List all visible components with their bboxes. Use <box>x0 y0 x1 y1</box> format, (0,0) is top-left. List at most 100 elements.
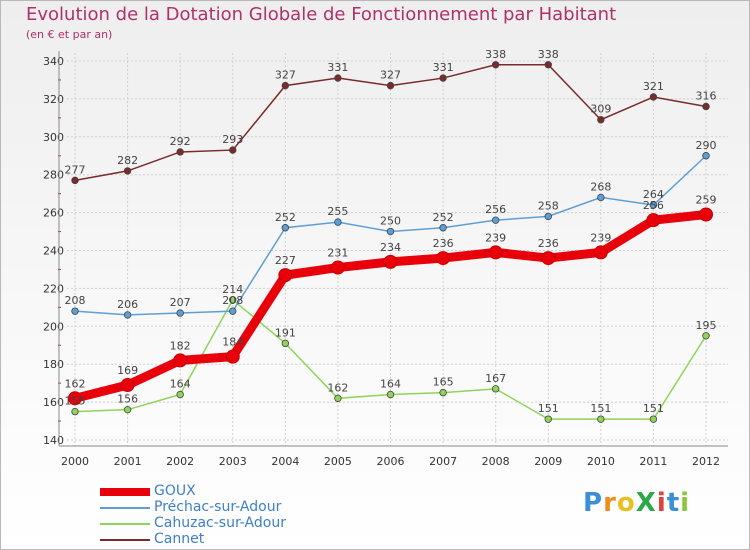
data-label: 151 <box>590 402 611 415</box>
data-label: 167 <box>485 372 506 385</box>
data-label: 259 <box>696 193 717 206</box>
data-label: 338 <box>538 48 559 61</box>
data-label: 162 <box>65 377 86 390</box>
data-point <box>281 339 290 348</box>
x-tick-label: 2004 <box>271 455 299 468</box>
data-label: 250 <box>380 215 401 228</box>
data-label: 252 <box>275 211 296 224</box>
data-label: 182 <box>170 339 191 352</box>
data-label: 255 <box>327 205 348 218</box>
data-label: 236 <box>433 237 454 250</box>
data-label: 331 <box>433 61 454 74</box>
data-label: 239 <box>485 231 506 244</box>
data-point <box>646 213 661 228</box>
data-label: 227 <box>275 254 296 267</box>
data-point <box>176 309 184 317</box>
data-label: 164 <box>170 378 191 391</box>
data-label: 191 <box>275 326 296 339</box>
data-point <box>386 390 395 399</box>
series-layer <box>68 61 713 423</box>
grid <box>67 53 728 446</box>
line-chart: 140 160 180 200 220 240 260 280 300 320 340 2000 200… <box>43 48 728 468</box>
data-label: 214 <box>222 283 243 296</box>
x-tick-label: 2000 <box>61 455 89 468</box>
data-point <box>702 102 710 111</box>
data-point <box>334 74 342 82</box>
data-point <box>281 224 290 232</box>
chart-title: Evolution de la Dotation Globale de Fonc… <box>26 4 617 25</box>
x-tick-label: 2008 <box>482 455 510 468</box>
proxiti-logo: ProXiti <box>583 488 690 518</box>
data-label: 256 <box>643 199 664 212</box>
x-tick-label: 2011 <box>639 455 667 468</box>
x-tick-label: 2009 <box>534 455 562 468</box>
data-point <box>593 245 608 260</box>
data-label: 290 <box>696 139 717 152</box>
data-point <box>225 349 240 364</box>
legend-label: Cahuzac-sur-Adour <box>154 515 286 531</box>
axes: 140 160 180 200 220 240 260 280 300 320 340 2000 200… <box>43 51 728 468</box>
data-point <box>71 407 79 416</box>
data-label: 239 <box>590 231 611 244</box>
legend-item-cahuzac-sur-adour: Cahuzac-sur-Adour <box>100 515 340 532</box>
data-label: 252 <box>433 211 454 224</box>
x-tick-label: 2006 <box>377 455 405 468</box>
data-point <box>120 378 135 393</box>
data-point <box>176 390 184 399</box>
data-label: 162 <box>327 381 348 394</box>
logo-letter: r <box>603 488 617 518</box>
data-point <box>229 296 237 304</box>
data-point <box>649 415 658 423</box>
logo-letter: o <box>616 488 636 518</box>
data-point <box>699 207 713 222</box>
x-tick-label: 2005 <box>324 455 352 468</box>
data-label: 309 <box>590 103 611 116</box>
data-label: 268 <box>590 180 611 193</box>
data-label: 256 <box>485 203 506 216</box>
x-tick-label: 2010 <box>587 455 615 468</box>
y-tick-label: 320 <box>43 93 64 106</box>
data-point <box>386 81 395 90</box>
x-tick-label: 2002 <box>166 455 194 468</box>
chart-subtitle: (en € et par an) <box>26 28 113 41</box>
data-label: 258 <box>538 199 559 212</box>
y-tick-label: 160 <box>43 396 64 409</box>
data-labels: 277 282 292 293 327 331 327 331 338 338 309 321 316 1… <box>65 48 717 415</box>
data-label: 151 <box>538 402 559 415</box>
data-label: 327 <box>275 69 296 82</box>
data-point <box>488 245 503 260</box>
y-tick-label: 200 <box>43 320 64 333</box>
data-point <box>491 385 500 393</box>
series-line-pr-chac-sur-adour <box>74 155 707 316</box>
data-point <box>649 93 658 101</box>
legend-swatch <box>100 507 150 509</box>
legend-item-goux: GOUX <box>100 483 340 500</box>
data-point <box>123 311 132 319</box>
data-label: 264 <box>643 188 664 201</box>
data-point <box>544 212 552 221</box>
x-tick-label: 2012 <box>692 455 720 468</box>
data-point <box>702 152 710 160</box>
y-tick-label: 220 <box>43 282 64 295</box>
logo-letter: i <box>656 488 667 518</box>
data-label: 164 <box>380 378 401 391</box>
legend-label: Cannet <box>154 531 205 547</box>
data-label: 338 <box>485 48 506 61</box>
y-tick-label: 260 <box>43 207 64 220</box>
y-tick-label: 240 <box>43 245 64 258</box>
data-point <box>123 167 132 175</box>
data-point <box>176 148 184 156</box>
logo-letter: t <box>666 488 681 518</box>
data-label: 151 <box>643 402 664 415</box>
data-label: 293 <box>222 133 243 146</box>
data-point <box>436 251 451 266</box>
y-tick-label: 280 <box>43 169 64 182</box>
data-label: 292 <box>170 135 191 148</box>
data-point <box>383 254 398 269</box>
data-label: 327 <box>380 69 401 82</box>
legend-item-cannet: Cannet <box>100 531 340 548</box>
data-point <box>491 61 500 69</box>
data-point <box>439 388 447 397</box>
data-point <box>229 146 237 154</box>
legend-swatch <box>100 488 150 496</box>
